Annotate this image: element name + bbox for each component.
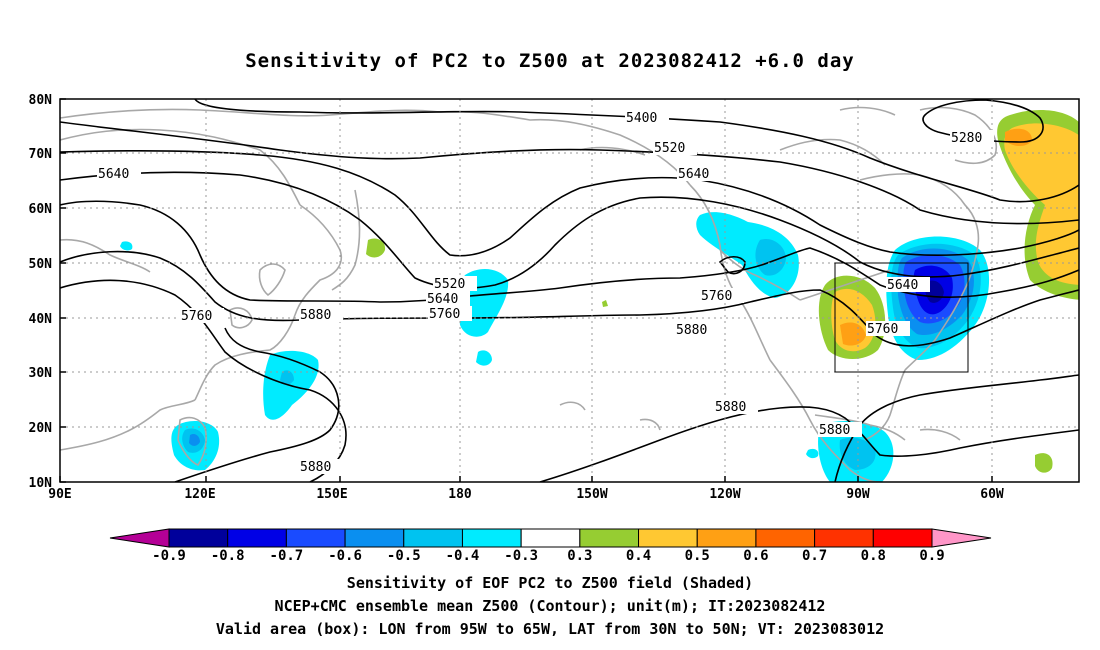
contour-label: 5880 <box>819 423 850 438</box>
contour-label: 5760 <box>867 322 898 337</box>
colorbar-swatch <box>814 528 874 548</box>
contour-label: 5640 <box>98 167 129 182</box>
lat-label: 20N <box>29 421 53 436</box>
contour-label: 5880 <box>300 460 331 475</box>
caption-shading: Sensitivity of EOF PC2 to Z500 field (Sh… <box>346 574 754 592</box>
caption-contour: NCEP+CMC ensemble mean Z500 (Contour); u… <box>274 597 826 615</box>
map-frame <box>59 98 1080 483</box>
contour-label: 5760 <box>181 309 212 324</box>
colorbar-label: 0.6 <box>743 548 768 564</box>
valid-area-box <box>834 262 969 373</box>
colorbar-swatch <box>872 528 933 548</box>
sensitivity-shading <box>120 110 1079 482</box>
caption-valid-area: Valid area (box): LON from 95W to 65W, L… <box>215 620 885 638</box>
figure-title: Sensitivity of PC2 to Z500 at 2023082412… <box>245 50 855 72</box>
lon-label: 90W <box>846 487 870 502</box>
colorbar-label: -0.9 <box>152 548 186 564</box>
lat-label: 30N <box>29 366 53 381</box>
colorbar-swatch <box>168 528 229 548</box>
lat-label: 50N <box>29 257 53 272</box>
axis-ticks <box>59 98 993 483</box>
colorbar-label: -0.4 <box>446 548 480 564</box>
contour-label: 5880 <box>715 400 746 415</box>
contour-label: 5520 <box>654 141 685 156</box>
colorbar-label: -0.5 <box>387 548 421 564</box>
colorbar-swatch <box>520 528 581 548</box>
lat-label: 70N <box>29 147 53 162</box>
colorbar-label: 0.9 <box>919 548 944 564</box>
z500-contours <box>60 99 1079 482</box>
lat-label: 10N <box>29 476 53 491</box>
contour-label: 5760 <box>701 289 732 304</box>
colorbar-label: 0.5 <box>685 548 710 564</box>
contour-label: 5640 <box>427 292 458 307</box>
colorbar-low-end <box>109 528 170 548</box>
colorbar-swatch <box>403 528 463 548</box>
lat-label: 80N <box>29 93 53 108</box>
contour-label-group: 5400 5520 5280 5640 5640 5760 5880 5520 … <box>97 110 994 475</box>
latitude-labels: 80N 70N 60N 50N 40N 30N 20N 10N <box>29 93 53 491</box>
colorbar-label: -0.7 <box>270 548 304 564</box>
coastlines <box>60 106 997 482</box>
colorbar-swatch <box>285 528 346 548</box>
colorbar-label: -0.3 <box>504 548 538 564</box>
lon-label: 180 <box>448 487 472 502</box>
lon-label: 90E <box>48 487 71 502</box>
colorbar-label: 0.8 <box>861 548 886 564</box>
graticule <box>60 99 1079 482</box>
contour-label: 5760 <box>429 307 460 322</box>
contour-label: 5520 <box>434 277 465 292</box>
lon-label: 60W <box>980 487 1004 502</box>
colorbar-swatch <box>696 528 757 548</box>
contour-label: 5280 <box>951 131 982 146</box>
colorbar-label: 0.3 <box>567 548 592 564</box>
colorbar-label: 0.4 <box>626 548 651 564</box>
longitude-labels: 90E 120E 150E 180 150W 120W 90W 60W <box>48 487 1004 502</box>
colorbar-swatch <box>344 528 405 548</box>
lat-label: 40N <box>29 312 53 327</box>
colorbar-swatch <box>227 528 287 548</box>
colorbar-high-end <box>931 528 992 548</box>
colorbar-swatch <box>461 528 522 548</box>
colorbar-label: -0.8 <box>211 548 245 564</box>
colorbar-label: 0.7 <box>802 548 827 564</box>
lat-label: 60N <box>29 202 53 217</box>
contour-label: 5880 <box>676 323 707 338</box>
colorbar-swatch <box>755 528 816 548</box>
colorbar-label: -0.6 <box>328 548 362 564</box>
lon-label: 120W <box>709 487 740 502</box>
lon-label: 150W <box>576 487 607 502</box>
lon-label: 120E <box>184 487 215 502</box>
colorbar-swatch <box>579 528 640 548</box>
contour-label: 5400 <box>626 111 657 126</box>
colorbar-swatch <box>638 528 698 548</box>
contour-label: 5640 <box>678 167 709 182</box>
contour-label: 5880 <box>300 308 331 323</box>
lon-label: 150E <box>316 487 347 502</box>
contour-label: 5640 <box>887 278 918 293</box>
